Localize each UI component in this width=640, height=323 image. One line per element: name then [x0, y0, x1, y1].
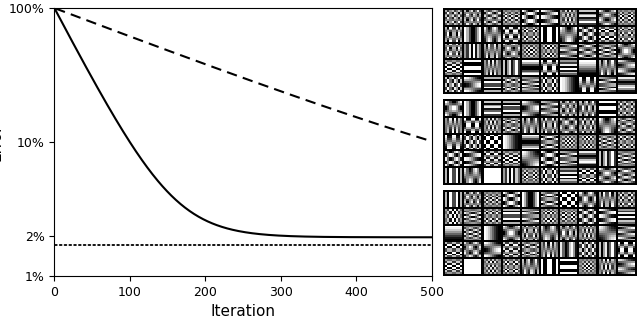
X-axis label: Iteration: Iteration — [211, 305, 276, 319]
Y-axis label: Error: Error — [0, 123, 3, 161]
